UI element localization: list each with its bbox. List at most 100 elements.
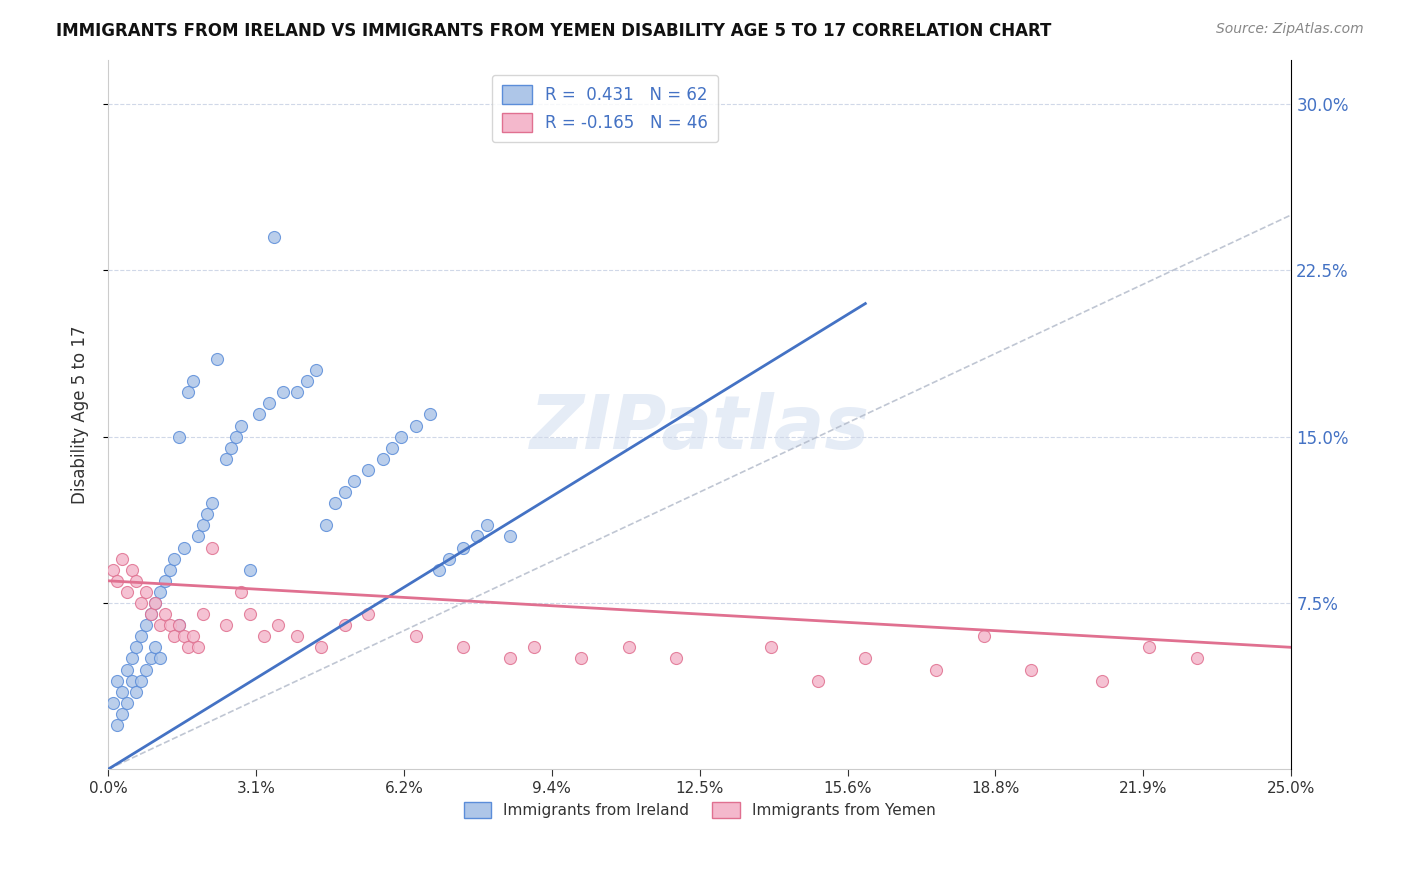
Point [129,629,152,643]
Point [305,363,328,377]
Point [1185,651,1208,665]
Y-axis label: Disability Age 5 to 17: Disability Age 5 to 17 [72,326,89,504]
Text: ZIPatlas: ZIPatlas [530,392,870,465]
Point [205,351,228,366]
Point [163,551,186,566]
Point [1019,663,1042,677]
Point [111,684,134,698]
Point [159,618,181,632]
Point [143,596,166,610]
Point [177,385,200,400]
Point [135,585,157,599]
Point [101,696,124,710]
Point [191,518,214,533]
Point [143,640,166,655]
Point [973,629,995,643]
Text: Source: ZipAtlas.com: Source: ZipAtlas.com [1216,22,1364,37]
Point [121,563,143,577]
Point [357,607,380,621]
Point [271,385,294,400]
Point [187,529,209,543]
Point [323,496,346,510]
Point [153,607,176,621]
Point [357,463,380,477]
Point [115,663,138,677]
Point [173,541,195,555]
Point [197,508,219,522]
Point [121,651,143,665]
Point [249,408,271,422]
Point [181,629,204,643]
Point [125,684,148,698]
Point [419,408,441,422]
Point [257,396,280,410]
Point [107,673,129,688]
Point [107,574,129,588]
Point [121,673,143,688]
Point [239,607,262,621]
Point [167,429,190,443]
Point [111,706,134,721]
Point [139,607,162,621]
Point [267,618,290,632]
Point [451,541,474,555]
Point [173,629,195,643]
Point [115,696,138,710]
Point [187,640,209,655]
Point [149,651,172,665]
Point [159,563,181,577]
Point [153,574,176,588]
Point [135,618,157,632]
Point [239,563,262,577]
Point [125,640,148,655]
Point [309,640,332,655]
Point [129,596,152,610]
Point [101,563,124,577]
Point [759,640,782,655]
Point [499,529,522,543]
Point [499,651,522,665]
Point [807,673,830,688]
Point [1137,640,1160,655]
Text: IMMIGRANTS FROM IRELAND VS IMMIGRANTS FROM YEMEN DISABILITY AGE 5 TO 17 CORRELAT: IMMIGRANTS FROM IRELAND VS IMMIGRANTS FR… [56,22,1052,40]
Point [219,441,242,455]
Point [263,230,285,244]
Point [191,607,214,621]
Point [215,451,238,466]
Point [229,418,252,433]
Point [149,618,172,632]
Point [215,618,238,632]
Point [295,374,318,388]
Point [569,651,592,665]
Point [253,629,276,643]
Point [167,618,190,632]
Point [177,640,200,655]
Point [405,418,427,433]
Point [167,618,190,632]
Point [115,585,138,599]
Point [371,451,394,466]
Point [475,518,498,533]
Point [125,574,148,588]
Point [143,596,166,610]
Point [333,618,356,632]
Point [427,563,450,577]
Point [437,551,460,566]
Point [181,374,204,388]
Point [523,640,546,655]
Point [139,607,162,621]
Point [333,485,356,500]
Point [139,651,162,665]
Point [1091,673,1114,688]
Point [405,629,427,643]
Legend: Immigrants from Ireland, Immigrants from Yemen: Immigrants from Ireland, Immigrants from… [456,794,943,825]
Point [201,496,224,510]
Point [107,718,129,732]
Point [149,585,172,599]
Point [381,441,404,455]
Point [135,663,157,677]
Point [129,673,152,688]
Point [111,551,134,566]
Point [229,585,252,599]
Point [343,474,366,488]
